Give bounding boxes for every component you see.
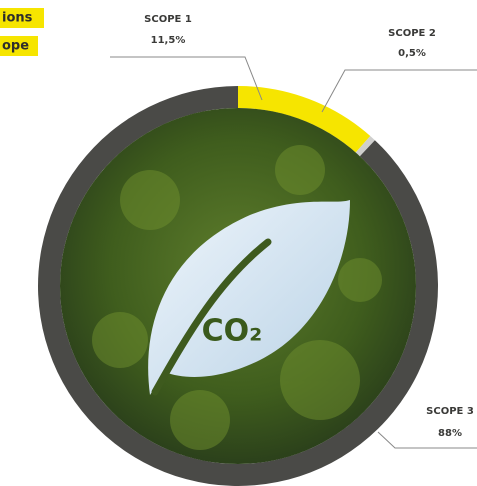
heading-fragment: ope: [2, 39, 29, 54]
highlight: [0, 36, 38, 56]
value-label: 11,5%: [151, 35, 186, 46]
center-label: CO₂: [202, 314, 263, 349]
value-label: 0,5%: [398, 48, 426, 59]
leader-line: [321, 69, 477, 113]
category-label: SCOPE 2: [388, 28, 436, 39]
leaf: [148, 200, 350, 395]
category-label: SCOPE 1: [144, 14, 192, 25]
donut-segment: [355, 135, 375, 157]
leader-line: [377, 431, 477, 449]
leader-line: [110, 56, 263, 101]
foliage: [92, 145, 382, 450]
category-label: SCOPE 3: [426, 406, 474, 417]
leaf-stem: [151, 238, 272, 396]
value-label: 88%: [438, 428, 462, 439]
highlight: [0, 8, 44, 28]
heading-fragment: ions: [2, 11, 33, 26]
donut-segment: [238, 86, 371, 153]
